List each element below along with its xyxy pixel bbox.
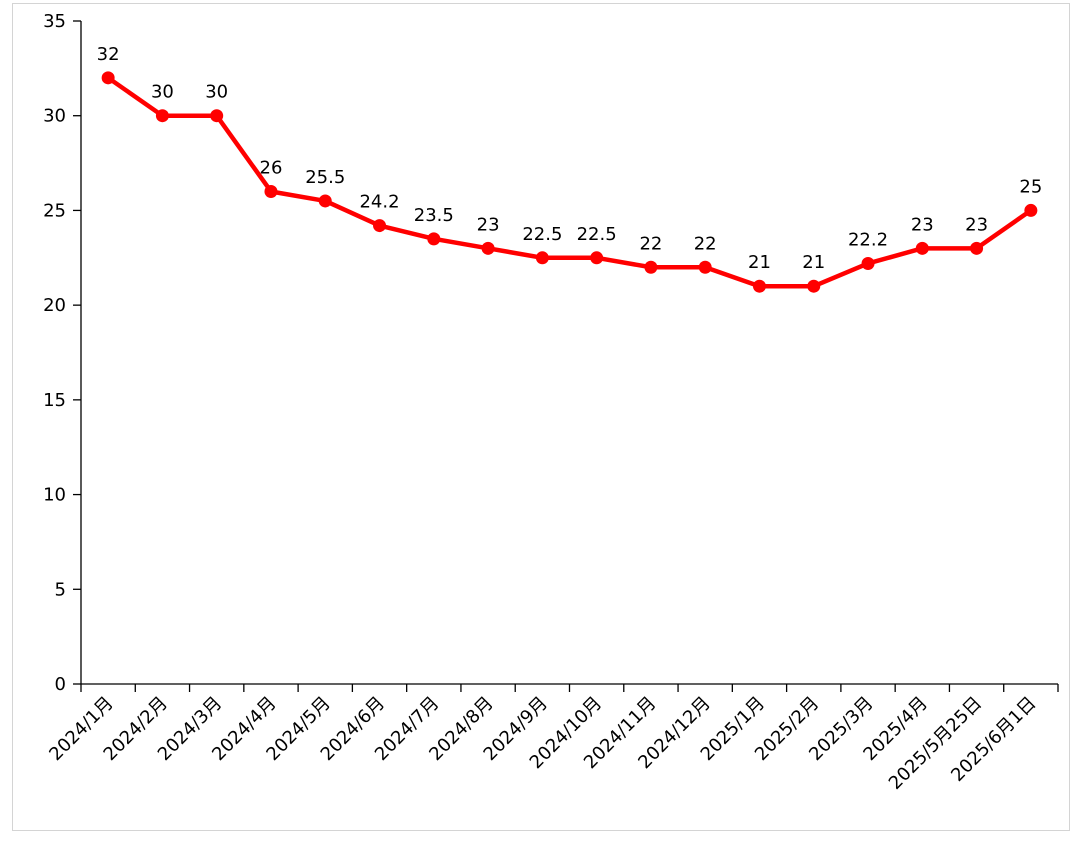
data-label: 23 [477,214,500,235]
y-tick-label: 25 [43,200,66,221]
data-label: 23.5 [414,205,454,226]
data-point [264,184,278,198]
data-labels: 32 30 30 26 25.5 24.2 23.5 23 22.5 22.5 22 22 21 21 22… [97,44,1043,273]
data-point [318,194,332,208]
data-point [970,241,984,255]
data-label: 22 [694,233,717,254]
series-line [105,75,1034,289]
data-point [1024,203,1038,217]
data-point [861,256,875,270]
data-point [101,71,115,85]
data-label: 24.2 [359,192,399,213]
data-point [698,260,712,274]
data-label: 30 [151,82,174,103]
y-tick-label: 20 [43,295,66,316]
x-ticks: 2024/1月2024/2月2024/3月2024/4月2024/5月2024/… [45,684,1059,794]
data-point [481,241,495,255]
y-tick-label: 10 [43,485,66,506]
y-tick-label: 5 [55,579,66,600]
data-label: 26 [260,157,283,178]
data-point [807,279,821,293]
x-tick-label: 2025/5月25日 [885,693,986,794]
data-point [373,219,387,233]
data-point [752,279,766,293]
data-label: 32 [97,44,120,65]
series-polyline [105,75,1034,289]
y-tick-label: 30 [43,106,66,127]
data-label: 21 [748,252,771,273]
data-point [915,241,929,255]
data-point [590,251,604,265]
data-point [535,251,549,265]
data-point [427,232,441,246]
y-tick-label: 15 [43,390,66,411]
axes [80,21,1058,685]
series-points [101,71,1038,293]
data-label: 25 [1019,176,1042,197]
data-label: 22.2 [848,229,888,250]
data-label: 21 [802,252,825,273]
data-label: 23 [911,214,934,235]
data-label: 25.5 [305,167,345,188]
data-label: 30 [205,82,228,103]
data-point [210,109,224,123]
y-tick-label: 0 [55,674,66,695]
data-label: 22.5 [522,224,562,245]
data-point [155,109,169,123]
data-point [644,260,658,274]
y-ticks: 0 5 10 15 20 25 30 35 [43,11,81,695]
data-label: 22.5 [577,224,617,245]
data-label: 23 [965,214,988,235]
data-label: 22 [639,233,662,254]
chart-frame [12,3,1070,831]
y-tick-label: 35 [43,11,66,32]
